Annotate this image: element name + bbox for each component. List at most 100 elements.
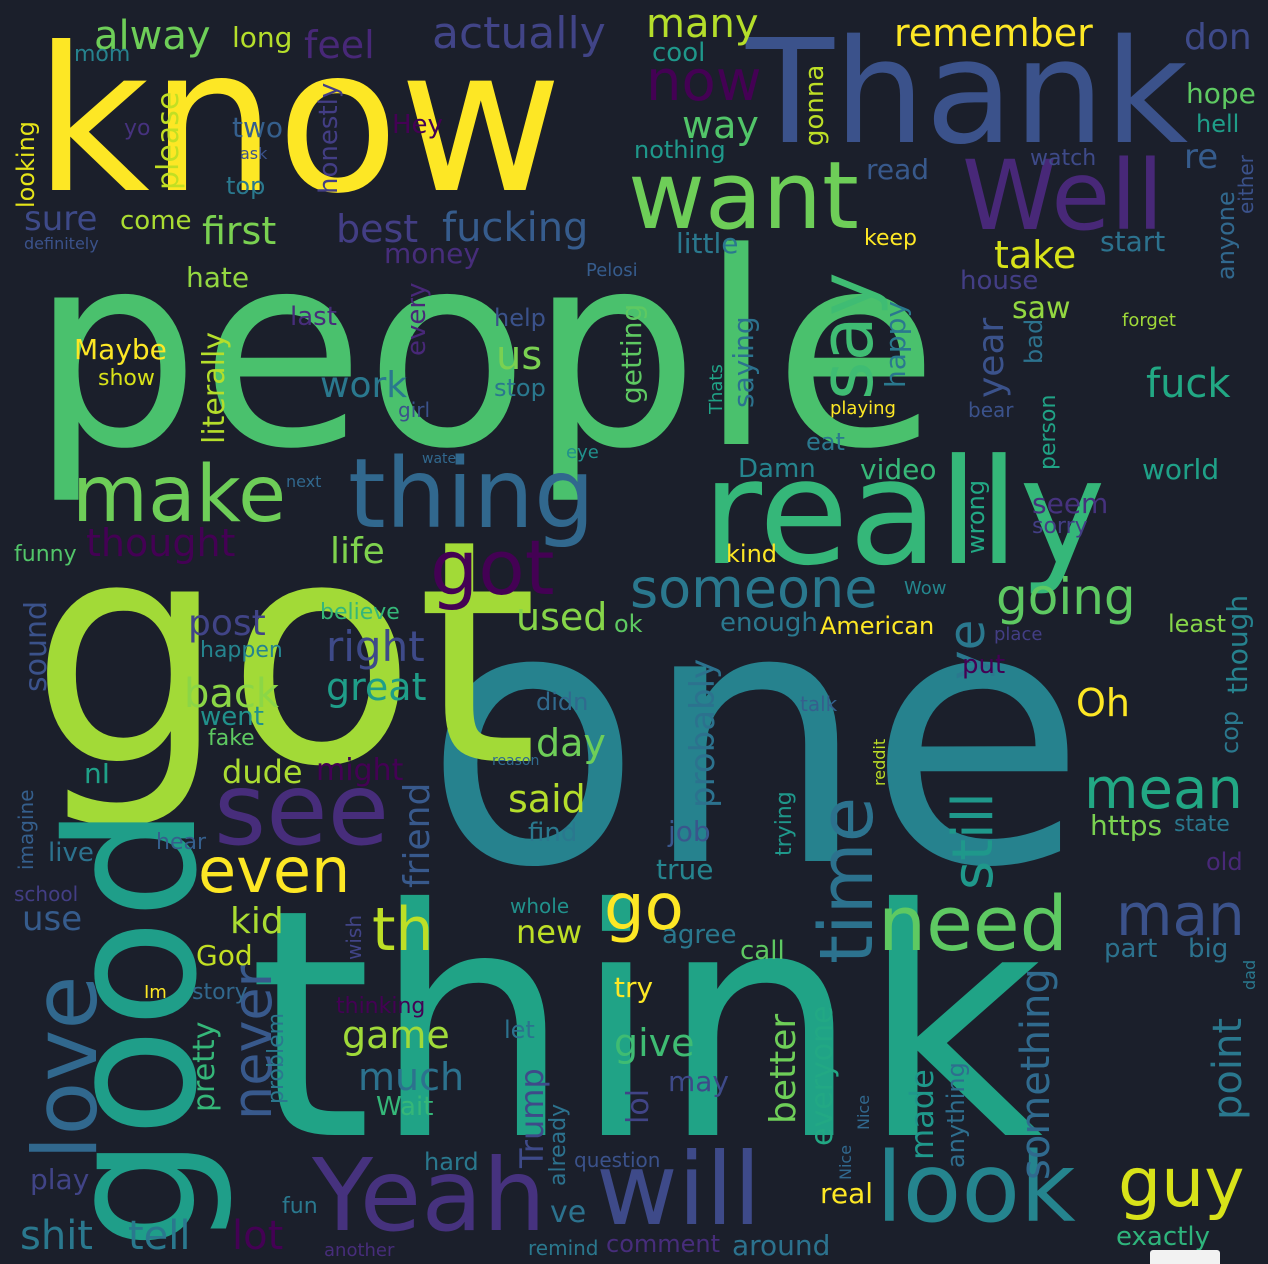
word: really <box>702 428 1106 598</box>
word: may <box>668 1065 730 1098</box>
word: talk <box>800 692 838 716</box>
word: big <box>1188 934 1229 964</box>
word: say <box>804 272 890 400</box>
word: look <box>876 1132 1076 1244</box>
word: life <box>330 531 385 572</box>
word: going <box>996 568 1136 626</box>
word: eye <box>566 442 599 463</box>
word: Wait <box>376 1092 434 1122</box>
word: two <box>232 111 284 144</box>
word: got <box>30 474 538 835</box>
word: re <box>1184 137 1219 177</box>
word: Maybe <box>74 333 167 366</box>
word: many <box>646 1 759 47</box>
word: Hey <box>392 110 443 140</box>
word: already <box>546 1103 571 1186</box>
word: mom <box>74 42 131 67</box>
word: remember <box>894 11 1093 55</box>
word: yo <box>124 116 151 141</box>
word: feel <box>304 23 375 67</box>
word: fuck <box>1146 361 1231 407</box>
word: th <box>372 895 434 965</box>
word: exactly <box>1116 1222 1210 1252</box>
word: imagine <box>14 789 38 870</box>
word: probably <box>683 658 723 808</box>
word: want <box>628 142 859 251</box>
word: better <box>763 1013 804 1124</box>
word: didn <box>536 688 589 716</box>
word: comment <box>606 1230 721 1258</box>
word: made <box>903 1069 941 1160</box>
word: Thank <box>746 8 1189 176</box>
word: something <box>1013 968 1059 1180</box>
word: Oh <box>1076 681 1130 725</box>
word: go <box>604 871 684 945</box>
word: guy <box>1118 1144 1245 1223</box>
word: use <box>22 899 83 939</box>
word: please <box>151 91 186 190</box>
word: don <box>1184 17 1252 58</box>
word: kind <box>726 540 778 568</box>
word: man <box>1116 881 1245 949</box>
word: thinking <box>336 994 426 1019</box>
word: shit <box>20 1213 93 1259</box>
word: post <box>188 603 266 644</box>
word: call <box>740 936 785 966</box>
word: now <box>646 49 762 114</box>
word: went <box>200 702 264 732</box>
word: Im <box>144 982 167 1003</box>
word: question <box>574 1148 661 1172</box>
word: American <box>820 612 935 640</box>
word: hear <box>156 830 207 855</box>
word: bad <box>1020 318 1048 364</box>
word: fake <box>208 726 255 751</box>
word: Thats <box>706 364 727 414</box>
word: sound <box>19 600 54 692</box>
word: might <box>316 753 404 788</box>
word: mean <box>1084 757 1243 822</box>
word: eat <box>806 428 845 456</box>
word: hard <box>424 1148 479 1176</box>
word: problem <box>264 1012 289 1104</box>
word: cop <box>1216 710 1244 754</box>
word: watch <box>1030 146 1097 171</box>
word: part <box>1104 934 1158 964</box>
word: got <box>430 523 555 612</box>
corner-overlay <box>1150 1250 1220 1264</box>
word: Yeah <box>312 1137 546 1254</box>
word: people <box>30 196 939 508</box>
word: getting <box>615 303 648 404</box>
word: pretty <box>187 1021 222 1112</box>
word: us <box>496 333 543 379</box>
word: thought <box>86 521 236 565</box>
word: time <box>804 796 890 964</box>
word: long <box>232 21 293 54</box>
word: wrong <box>962 479 990 554</box>
word: think <box>248 842 1044 1210</box>
word: seem <box>1032 487 1109 520</box>
word: need <box>878 879 1068 968</box>
word: way <box>682 103 759 147</box>
word: sorry <box>1032 514 1088 539</box>
word: Well <box>962 140 1164 252</box>
word: water <box>422 451 462 467</box>
word: put <box>962 650 1006 680</box>
word: come <box>120 206 192 236</box>
word: anyone <box>1212 191 1240 280</box>
word: though <box>1221 594 1254 694</box>
word: next <box>286 472 322 491</box>
word: day <box>536 721 606 765</box>
word: ve <box>550 1195 587 1230</box>
word: fun <box>282 1194 318 1219</box>
word: real <box>820 1177 874 1210</box>
word: play <box>30 1163 90 1196</box>
word: Trump <box>513 1068 551 1168</box>
word: back <box>184 671 280 717</box>
word: lol <box>621 1088 656 1124</box>
word: said <box>508 777 586 821</box>
word: Damn <box>738 454 816 484</box>
word: sure <box>24 199 98 239</box>
word: much <box>358 1055 465 1099</box>
word: whole <box>510 894 570 918</box>
